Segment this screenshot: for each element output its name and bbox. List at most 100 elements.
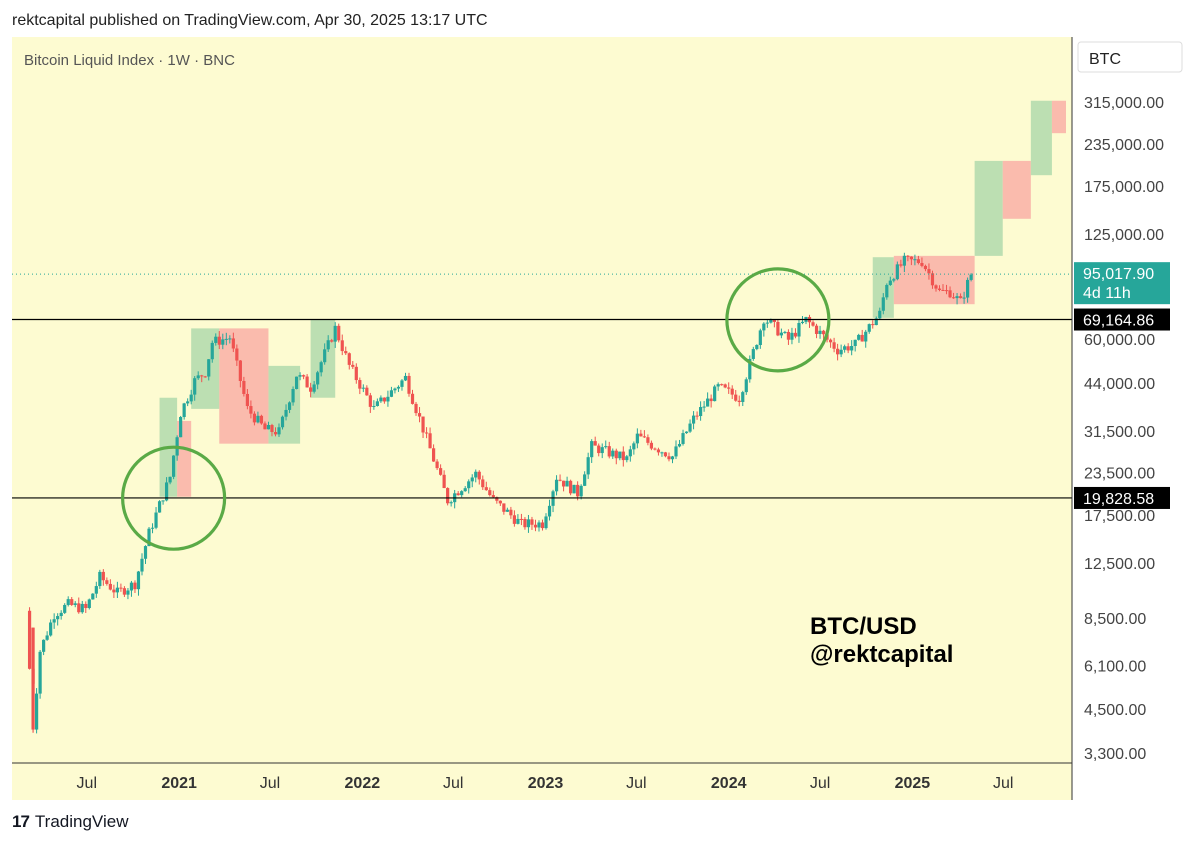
candle-body xyxy=(263,423,267,430)
level-label-value: 19,828.58 xyxy=(1083,491,1154,508)
candle-body xyxy=(776,321,780,336)
candle-body xyxy=(115,587,119,593)
candle xyxy=(569,479,573,496)
candle xyxy=(832,337,836,353)
candle xyxy=(902,252,906,273)
symbol-badge[interactable]: BTC xyxy=(1077,41,1183,73)
candle xyxy=(217,331,221,350)
candle-body xyxy=(77,603,81,613)
candle-body xyxy=(231,338,235,349)
candle-body xyxy=(741,392,745,402)
candle xyxy=(280,415,285,430)
candle-body xyxy=(344,351,348,354)
candle xyxy=(762,322,766,337)
candle-body xyxy=(393,388,397,391)
candle xyxy=(962,291,966,304)
candle-body xyxy=(414,403,418,414)
circle-layer xyxy=(121,267,831,551)
candle-body xyxy=(966,279,970,298)
candle xyxy=(474,469,478,483)
candle xyxy=(481,475,485,490)
price-tick-label: 125,000.00 xyxy=(1084,227,1164,244)
candle xyxy=(755,344,759,351)
price-axis-background xyxy=(1072,37,1188,800)
candle xyxy=(681,429,685,446)
candle xyxy=(561,480,566,492)
candle-body xyxy=(674,446,678,457)
candle-body xyxy=(569,480,573,494)
candle xyxy=(242,376,246,397)
candle xyxy=(407,372,411,397)
candle-body xyxy=(551,491,555,506)
candle-body xyxy=(920,262,924,266)
candle-body xyxy=(172,455,176,477)
candle xyxy=(871,320,875,329)
candle xyxy=(231,332,235,353)
candle-body xyxy=(800,321,805,324)
candle-body xyxy=(723,384,727,388)
candle-body xyxy=(375,401,379,406)
time-axis-background xyxy=(12,763,1072,800)
candle-body xyxy=(347,353,351,365)
candle-body xyxy=(706,398,710,407)
symbol-badge-label: BTC xyxy=(1089,51,1121,68)
highlight-circle xyxy=(725,267,831,373)
candle-body xyxy=(122,588,127,595)
candle xyxy=(656,447,661,456)
candle xyxy=(235,344,239,366)
candle-body xyxy=(846,346,850,351)
candle xyxy=(154,507,158,530)
tradingview-footer[interactable]: 17 TradingView xyxy=(12,812,128,832)
candle xyxy=(958,293,963,299)
candle xyxy=(537,520,541,532)
candle xyxy=(298,372,302,381)
candle-body xyxy=(653,448,657,450)
candle-body xyxy=(818,330,822,334)
candle-body xyxy=(98,571,102,587)
candle-body xyxy=(892,279,896,281)
candle-body xyxy=(523,518,527,528)
candle xyxy=(909,256,913,266)
time-tick-label: Jul xyxy=(443,775,463,792)
candle-body xyxy=(916,259,921,263)
candle xyxy=(126,587,130,600)
candle xyxy=(688,419,692,433)
candle xyxy=(333,322,337,348)
candle-body xyxy=(881,297,885,311)
candle-body xyxy=(941,289,945,291)
candle-body xyxy=(814,325,819,334)
candle-body xyxy=(913,259,917,261)
candle xyxy=(860,329,864,342)
level-labels: 69,164.86 19,828.58 xyxy=(1074,308,1170,509)
candle-body xyxy=(836,348,840,355)
candle xyxy=(66,596,70,607)
candle xyxy=(316,370,320,390)
candle xyxy=(969,273,973,282)
candle xyxy=(828,338,833,348)
candle xyxy=(358,377,362,395)
candle-body xyxy=(526,519,531,528)
candle-body xyxy=(333,325,337,342)
candle-body xyxy=(66,599,70,605)
green-zone-box xyxy=(974,160,1003,256)
time-tick-label: Jul xyxy=(626,775,646,792)
candle xyxy=(143,545,148,564)
candle-body xyxy=(590,441,594,458)
candle xyxy=(323,343,327,365)
candle xyxy=(583,471,587,487)
candle xyxy=(670,455,675,464)
candle-body xyxy=(193,378,197,395)
candle-body xyxy=(326,340,330,350)
candle-body xyxy=(734,394,738,401)
price-tick-label: 3,300.00 xyxy=(1084,746,1146,763)
candle xyxy=(944,284,949,295)
candle-body xyxy=(614,450,618,459)
candle-body xyxy=(498,500,502,504)
candle-body xyxy=(63,604,67,613)
candle xyxy=(547,499,552,521)
candle-body xyxy=(256,415,260,423)
bar-countdown: 4d 11h xyxy=(1083,285,1131,302)
candle-body xyxy=(38,651,42,694)
candle xyxy=(554,475,559,496)
